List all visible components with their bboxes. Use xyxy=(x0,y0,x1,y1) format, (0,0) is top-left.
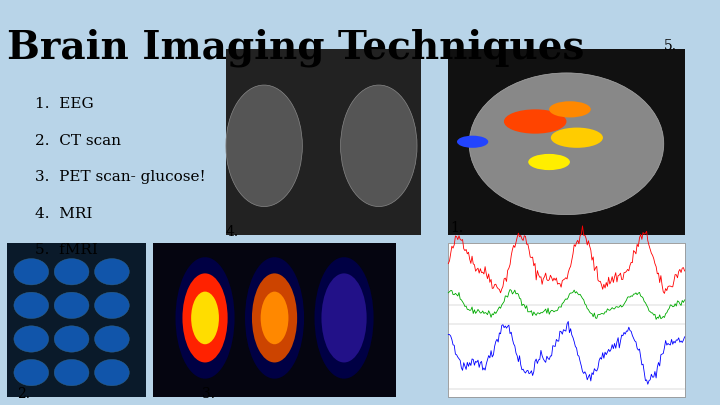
FancyBboxPatch shape xyxy=(153,243,396,397)
Ellipse shape xyxy=(341,85,417,207)
Ellipse shape xyxy=(14,326,49,352)
Ellipse shape xyxy=(176,257,235,379)
Ellipse shape xyxy=(457,136,488,148)
Ellipse shape xyxy=(54,259,89,285)
Ellipse shape xyxy=(245,257,304,379)
Text: 5.  fMRI: 5. fMRI xyxy=(35,243,98,257)
Text: 3.  PET scan- glucose!: 3. PET scan- glucose! xyxy=(35,170,205,184)
Ellipse shape xyxy=(94,259,130,285)
Text: 4.: 4. xyxy=(226,225,239,239)
Ellipse shape xyxy=(226,85,302,207)
Text: 1.  EEG: 1. EEG xyxy=(35,97,94,111)
Ellipse shape xyxy=(551,128,603,148)
FancyBboxPatch shape xyxy=(449,49,685,235)
Ellipse shape xyxy=(94,292,130,318)
Text: 4.  MRI: 4. MRI xyxy=(35,207,92,221)
Text: 1.: 1. xyxy=(451,221,464,235)
Ellipse shape xyxy=(321,273,366,362)
Ellipse shape xyxy=(191,292,219,344)
Text: 3.: 3. xyxy=(202,387,215,401)
Ellipse shape xyxy=(14,292,49,318)
Ellipse shape xyxy=(315,257,374,379)
Ellipse shape xyxy=(14,360,49,386)
Ellipse shape xyxy=(261,292,289,344)
Ellipse shape xyxy=(252,273,297,362)
FancyBboxPatch shape xyxy=(226,49,420,235)
Text: 5.: 5. xyxy=(664,38,677,53)
Ellipse shape xyxy=(469,73,664,215)
Text: 2.  CT scan: 2. CT scan xyxy=(35,134,121,148)
Ellipse shape xyxy=(94,360,130,386)
FancyBboxPatch shape xyxy=(449,243,685,397)
FancyBboxPatch shape xyxy=(449,243,685,397)
FancyBboxPatch shape xyxy=(7,243,146,397)
Text: Brain Imaging Techniques: Brain Imaging Techniques xyxy=(7,28,585,67)
Ellipse shape xyxy=(54,360,89,386)
Ellipse shape xyxy=(54,292,89,318)
Text: 2.: 2. xyxy=(17,387,30,401)
Ellipse shape xyxy=(54,326,89,352)
Ellipse shape xyxy=(14,259,49,285)
Ellipse shape xyxy=(549,101,591,117)
Ellipse shape xyxy=(528,154,570,170)
Ellipse shape xyxy=(182,273,228,362)
Ellipse shape xyxy=(504,109,567,134)
Ellipse shape xyxy=(94,326,130,352)
